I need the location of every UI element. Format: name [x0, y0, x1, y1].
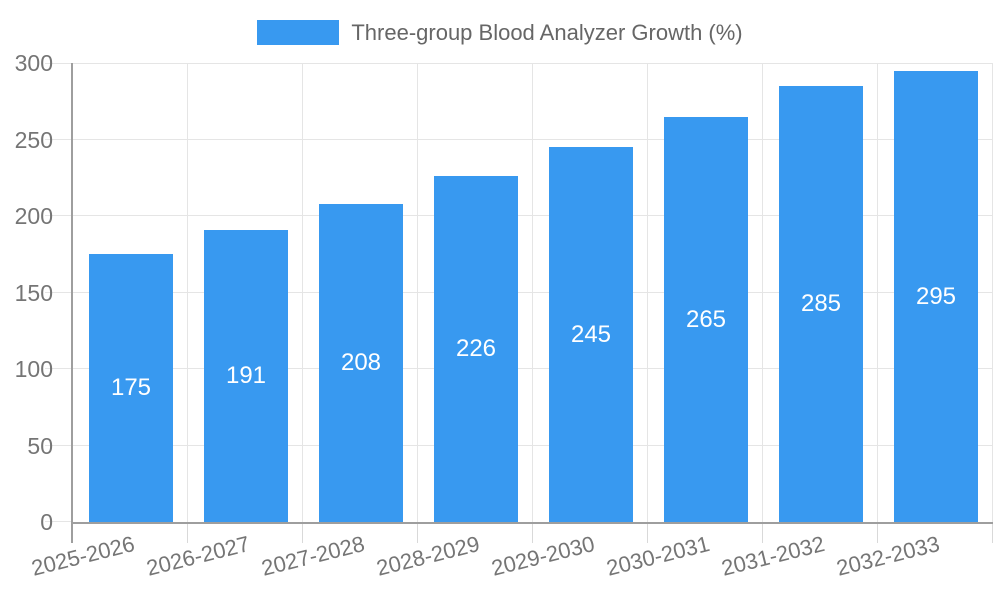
- bar-value-label: 226: [455, 335, 497, 362]
- gridline-vertical: [877, 63, 878, 522]
- y-axis-tick-label: 200: [14, 203, 53, 229]
- bar: 208: [319, 204, 403, 522]
- x-axis-tick: [992, 522, 993, 543]
- y-axis-tick-label: 300: [14, 50, 53, 76]
- x-axis-tick: [302, 522, 303, 543]
- gridline-vertical: [302, 63, 303, 522]
- y-axis-tick-label: 100: [14, 356, 53, 382]
- y-axis-tick: [45, 215, 73, 216]
- y-axis-line: [71, 63, 73, 543]
- bar: 265: [664, 117, 748, 522]
- gridline-horizontal: [73, 368, 993, 369]
- gridline-vertical: [532, 63, 533, 522]
- x-axis-tick: [647, 522, 648, 543]
- x-axis-tick: [417, 522, 418, 543]
- y-axis-tick: [45, 63, 73, 64]
- gridline-vertical: [647, 63, 648, 522]
- gridline-vertical: [417, 63, 418, 522]
- bar-value-label: 265: [685, 306, 727, 333]
- bar: 191: [204, 230, 288, 522]
- y-axis-tick: [45, 292, 73, 293]
- gridline-horizontal: [73, 215, 993, 216]
- bar: 175: [89, 254, 173, 522]
- gridline-horizontal: [73, 292, 993, 293]
- gridline-vertical: [992, 63, 993, 522]
- x-axis-tick: [532, 522, 533, 543]
- bar-value-label: 175: [110, 374, 152, 401]
- chart-legend-item[interactable]: Three-group Blood Analyzer Growth (%): [0, 20, 1000, 45]
- y-axis-tick-label: 50: [27, 433, 53, 459]
- y-axis-tick-label: 0: [40, 509, 53, 535]
- y-axis-tick: [45, 521, 73, 522]
- x-axis-line: [71, 522, 993, 524]
- bar-value-label: 285: [800, 290, 842, 317]
- bar-value-label: 208: [340, 349, 382, 376]
- x-axis-tick: [877, 522, 878, 543]
- x-axis-tick: [762, 522, 763, 543]
- bar: 285: [779, 86, 863, 522]
- gridline-vertical: [762, 63, 763, 522]
- legend-label: Three-group Blood Analyzer Growth (%): [351, 20, 743, 45]
- bar: 245: [549, 147, 633, 522]
- gridline-horizontal: [73, 63, 993, 64]
- gridline-horizontal: [73, 139, 993, 140]
- x-axis-tick: [187, 522, 188, 543]
- gridline-horizontal: [73, 445, 993, 446]
- bar-value-label: 191: [225, 362, 267, 389]
- y-axis-tick: [45, 368, 73, 369]
- y-axis-tick-label: 250: [14, 127, 53, 153]
- y-axis-tick-label: 150: [14, 280, 53, 306]
- bar: 226: [434, 176, 518, 522]
- bar-value-label: 245: [570, 321, 612, 348]
- gridline-vertical: [187, 63, 188, 522]
- bar-value-label: 295: [915, 283, 957, 310]
- plot-area: 0 50 100 150 200 250 300 175 2025-2026 191 2026-20…: [15, 50, 993, 581]
- legend-swatch: [257, 20, 340, 45]
- bar: 295: [894, 71, 978, 522]
- y-axis-tick: [45, 139, 73, 140]
- y-axis-tick: [45, 445, 73, 446]
